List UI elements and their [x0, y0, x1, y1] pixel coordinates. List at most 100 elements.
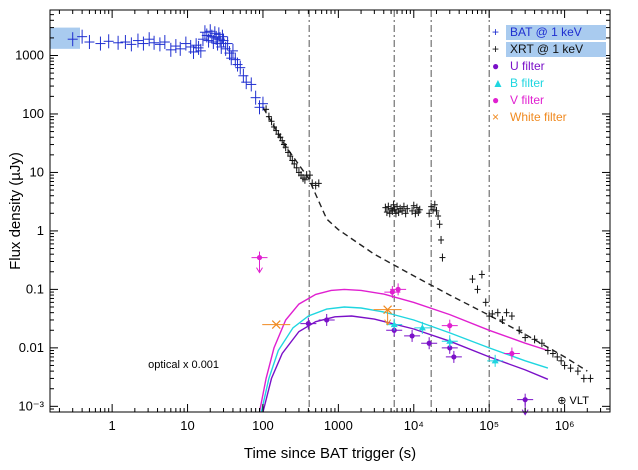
optical-data-point	[441, 319, 458, 332]
xrt-data-point	[433, 206, 440, 215]
xrt-data-point	[486, 312, 493, 321]
xrt-data-point	[503, 308, 510, 317]
axes-layer	[49, 9, 611, 413]
bat-data-point	[246, 77, 257, 92]
bat-data-point	[222, 36, 233, 51]
bat-data-point	[165, 42, 176, 57]
xrt-data-point	[522, 333, 529, 342]
x-tick-label: 1	[109, 418, 116, 433]
y-tick-label: 0.01	[19, 340, 44, 355]
x-tick-label: 100	[252, 418, 274, 433]
bat-data-point	[170, 39, 181, 54]
legend: + BAT @ 1 keV + XRT @ 1 keV ● U filter ▲ B filt…	[492, 25, 606, 124]
xrt-data-point	[561, 361, 568, 370]
bat-data-point	[84, 35, 95, 50]
xrt-data-point	[538, 339, 545, 348]
bat-data-point	[235, 60, 246, 75]
y-tick-label: 1000	[15, 48, 44, 63]
bat-data-point	[217, 29, 228, 44]
x-tick-label: 10	[180, 418, 194, 433]
highlight-band-layer	[50, 27, 80, 49]
bat-data-point	[132, 33, 143, 48]
xrt-data-point	[413, 203, 420, 212]
xrt-data-point	[265, 112, 272, 121]
optical-model-curve	[262, 315, 549, 413]
xrt-data-point	[293, 163, 300, 172]
legend-symbol: ▲	[492, 76, 504, 90]
xrt-data-point	[469, 275, 476, 284]
xrt-data-point	[567, 364, 574, 373]
xrt-data-point	[580, 374, 587, 383]
bat-data-point	[138, 36, 149, 51]
xrt-data-point	[531, 335, 538, 344]
optical-data-point	[318, 313, 335, 326]
triangle-marker	[418, 324, 426, 331]
optical-data-point	[300, 317, 317, 330]
bat-data-point	[95, 36, 106, 51]
xrt-data-point	[402, 209, 409, 218]
legend-label: U filter	[510, 59, 545, 73]
xrt-data-point	[412, 209, 419, 218]
bat-data-point	[193, 40, 204, 55]
xrt-data-point	[508, 312, 515, 321]
xrt-data-point	[426, 209, 433, 218]
xrt-data-point	[549, 349, 556, 358]
annotations-layer: optical x 0.001 ⊕ VLT	[148, 359, 589, 407]
legend-symbol: +	[492, 25, 499, 39]
xrt-data-point	[431, 200, 438, 209]
xrt-data-point	[494, 308, 501, 317]
xrt-data-point	[385, 202, 392, 211]
bat-data-point	[154, 37, 165, 52]
xrt-data-point	[287, 152, 294, 161]
bat-data-point	[67, 32, 78, 47]
xrt-data-point	[394, 202, 401, 211]
circle-marker	[389, 289, 395, 295]
y-tick-label: 1	[37, 223, 44, 238]
xrt-data-point	[489, 309, 496, 318]
xrt-data-point	[409, 206, 416, 215]
xrt-data-point	[263, 105, 270, 114]
xrt-data-point	[558, 356, 565, 365]
optical-data-point	[503, 347, 520, 360]
xrt-data-point	[268, 117, 275, 126]
circle-marker	[395, 286, 401, 292]
x-tick-label: 10⁶	[555, 418, 575, 433]
optical-data-point	[386, 318, 403, 331]
x-ray-model-curve	[262, 106, 588, 372]
plot-frame	[49, 9, 611, 413]
xrt-data-point	[478, 270, 485, 279]
circle-marker	[305, 320, 311, 327]
circle-marker	[447, 345, 453, 351]
legend-label: BAT @ 1 keV	[510, 25, 582, 39]
xrt-data-point	[516, 326, 523, 335]
optical-data-point	[414, 321, 431, 334]
xrt-data-point	[436, 220, 443, 229]
xrt-data-point	[392, 209, 399, 218]
y-tick-label: 0.1	[26, 281, 44, 296]
y-tick-label: 100	[22, 106, 44, 121]
bat-data-point	[103, 34, 114, 49]
optical-model-curve	[260, 306, 549, 413]
xrt-data-point	[400, 202, 407, 211]
bat-data-point	[175, 41, 186, 56]
xrt-data-point	[301, 175, 308, 184]
x-marker	[271, 320, 281, 330]
legend-symbol: ×	[492, 110, 499, 124]
bat-data-point	[126, 37, 137, 52]
legend-symbol: +	[492, 42, 499, 56]
xrt-data-point	[435, 211, 442, 220]
xrt-data-point	[587, 374, 594, 383]
x-marker	[383, 305, 393, 315]
optical-data-point	[487, 354, 504, 367]
bat-data-point	[113, 35, 124, 50]
optical-data-point	[404, 329, 421, 342]
model-curves-layer	[258, 106, 588, 413]
bat-data-point	[195, 43, 206, 58]
optical-data-point	[441, 341, 458, 354]
legend-symbol: ●	[492, 93, 499, 107]
xrt-data-point	[544, 346, 551, 355]
bat-data-point	[197, 32, 208, 47]
circle-marker	[451, 354, 457, 360]
xrt-data-point	[439, 253, 446, 262]
xrt-data-point	[482, 298, 489, 307]
